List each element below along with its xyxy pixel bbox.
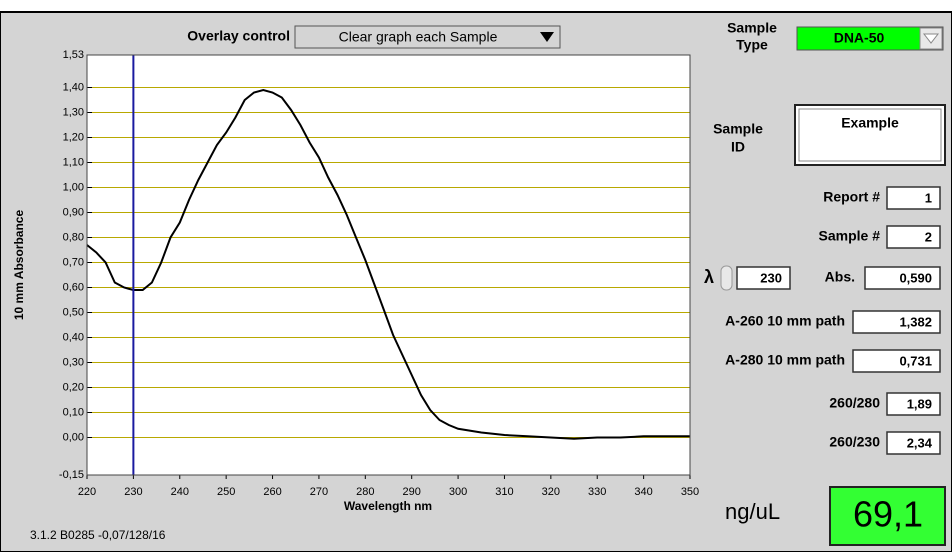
x-tick-label: 310 xyxy=(495,486,513,498)
plot-frame xyxy=(86,54,691,476)
x-tick-label: 220 xyxy=(78,486,96,498)
label: Sample xyxy=(713,121,763,137)
y-tick-label: 0,00 xyxy=(63,431,84,443)
value: 1,382 xyxy=(899,314,932,329)
label: ID xyxy=(731,139,745,155)
y-tick-label: -0,15 xyxy=(59,469,84,481)
dropdown-arrow xyxy=(540,32,554,42)
value: Example xyxy=(841,115,899,131)
y-tick-label: 1,53 xyxy=(63,49,84,61)
y-tick-label: 1,10 xyxy=(63,156,84,168)
dropdown-arrow xyxy=(922,33,940,44)
x-tick-label: 330 xyxy=(588,486,606,498)
value: 230 xyxy=(760,270,782,285)
value-box xyxy=(886,392,941,416)
x-axis-label: Wavelength nm xyxy=(344,499,432,513)
value: 0,731 xyxy=(899,353,932,368)
value: 1,89 xyxy=(907,396,932,411)
absorbance-curve xyxy=(86,88,690,440)
value: 2 xyxy=(925,229,932,244)
value: 0,590 xyxy=(899,270,932,285)
value: 1 xyxy=(925,190,932,205)
y-tick-label: 0,40 xyxy=(63,331,84,343)
label: 260/280 xyxy=(829,395,880,411)
y-tick-label: 0,80 xyxy=(63,231,84,243)
value: 69,1 xyxy=(853,494,923,535)
text-box[interactable] xyxy=(794,104,946,166)
y-tick-label: 1,30 xyxy=(63,106,84,118)
x-tick-label: 300 xyxy=(449,486,467,498)
label: A-260 10 mm path xyxy=(725,313,845,329)
value-box xyxy=(736,266,791,290)
sample-type-dropdown[interactable] xyxy=(796,26,944,51)
value-box xyxy=(864,266,941,290)
y-tick-label: 0,70 xyxy=(63,256,84,268)
label: Sample # xyxy=(819,228,881,244)
value: 2,34 xyxy=(907,435,933,450)
label: 260/230 xyxy=(829,434,880,450)
label: Type xyxy=(736,37,768,53)
x-tick-label: 340 xyxy=(634,486,652,498)
x-tick-label: 270 xyxy=(310,486,328,498)
y-tick-label: 1,00 xyxy=(63,181,84,193)
value: DNA-50 xyxy=(834,30,885,46)
value-box xyxy=(852,349,941,373)
overlay-label: Overlay control xyxy=(187,28,290,44)
y-tick-label: 1,40 xyxy=(63,81,84,93)
value-box xyxy=(886,186,941,210)
value-box xyxy=(886,225,941,249)
overlay-option: Clear graph each Sample xyxy=(339,29,498,45)
y-tick-label: 0,10 xyxy=(63,406,84,418)
label: ng/uL xyxy=(725,499,780,524)
spinner[interactable] xyxy=(720,265,733,291)
plot-area xyxy=(87,55,690,475)
y-tick-label: 0,60 xyxy=(63,281,84,293)
x-tick-label: 250 xyxy=(217,486,235,498)
value-box xyxy=(852,310,941,334)
x-tick-label: 290 xyxy=(403,486,421,498)
label: A-280 10 mm path xyxy=(725,352,845,368)
y-tick-label: 0,30 xyxy=(63,356,84,368)
x-tick-label: 350 xyxy=(681,486,699,498)
x-tick-label: 320 xyxy=(542,486,560,498)
x-tick-label: 260 xyxy=(263,486,281,498)
label: Report # xyxy=(823,189,880,205)
y-tick-label: 0,90 xyxy=(63,206,84,218)
y-axis-label: 10 mm Absorbance xyxy=(12,210,26,321)
label: Sample xyxy=(727,20,777,36)
text-box-inner xyxy=(798,108,942,162)
y-tick-label: 0,20 xyxy=(63,381,84,393)
overlay-dropdown[interactable] xyxy=(294,25,561,49)
x-tick-label: 240 xyxy=(171,486,189,498)
value-box xyxy=(886,431,941,455)
conc-box xyxy=(829,486,946,546)
label: Abs. xyxy=(825,269,855,285)
x-tick-label: 280 xyxy=(356,486,374,498)
y-tick-label: 0,50 xyxy=(63,306,84,318)
x-tick-label: 230 xyxy=(124,486,142,498)
y-tick-label: 1,20 xyxy=(63,131,84,143)
footer: 3.1.2 B0285 -0,07/128/16 xyxy=(30,528,166,542)
label: λ xyxy=(704,267,714,287)
